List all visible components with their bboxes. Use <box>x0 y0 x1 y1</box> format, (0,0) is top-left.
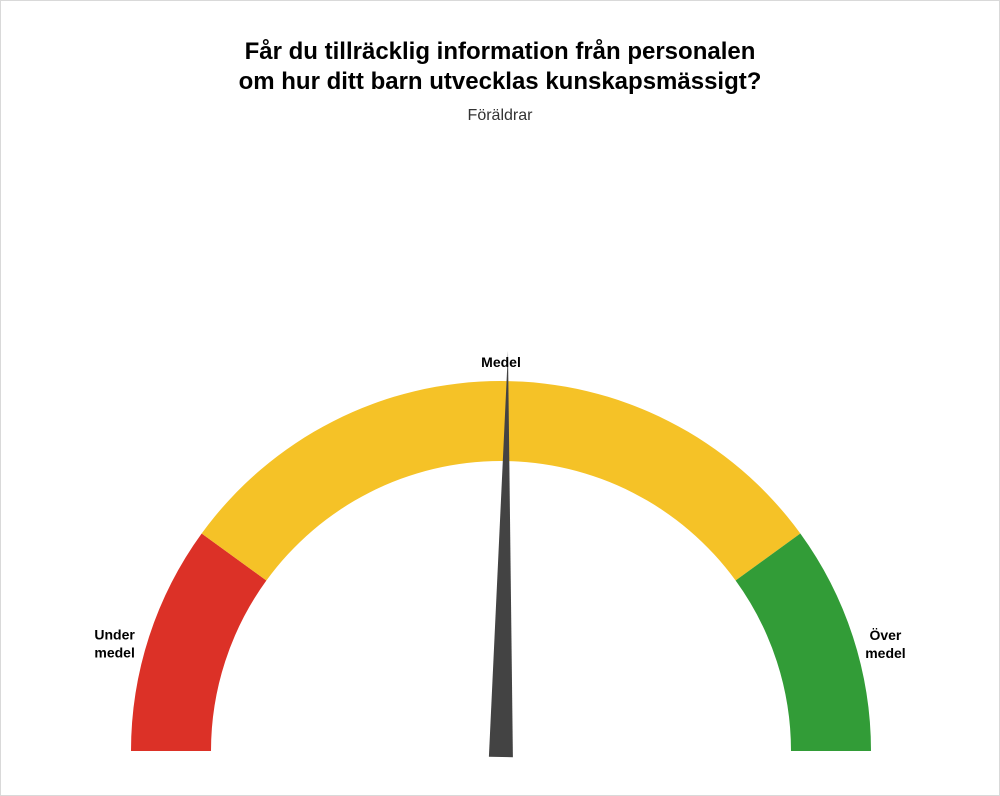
gauge-label-right-2: medel <box>865 645 905 661</box>
gauge-label-center: Medel <box>481 354 521 370</box>
gauge-svg: Under medel Över medel Medel <box>1 141 1000 781</box>
gauge-label-right-1: Över <box>869 627 901 643</box>
gauge-segment-2 <box>736 534 871 751</box>
gauge-label-left-1: Under <box>94 626 135 642</box>
chart-title: Får du tillräcklig information från pers… <box>1 37 999 97</box>
gauge-segment-0 <box>131 534 266 751</box>
chart-subtitle: Föräldrar <box>1 107 999 125</box>
gauge-label-left-2: medel <box>94 644 134 660</box>
gauge-chart: Under medel Över medel Medel <box>1 141 999 775</box>
chart-frame: Får du tillräcklig information från pers… <box>0 0 1000 796</box>
